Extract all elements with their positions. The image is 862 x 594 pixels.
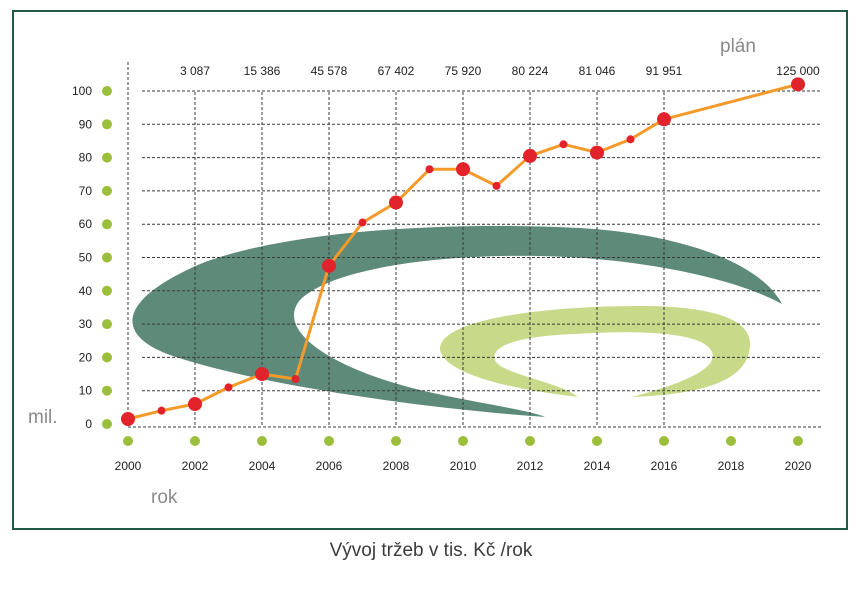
data-point-minor — [492, 181, 501, 190]
x-axis-title: rok — [151, 487, 178, 508]
data-point-minor — [559, 140, 568, 149]
y-tick-marker — [102, 185, 112, 196]
y-tick-label: 30 — [79, 317, 93, 331]
top-value-label: 125 000 — [776, 64, 820, 78]
y-tick-marker — [102, 86, 112, 96]
x-tick-label: 2004 — [249, 459, 276, 473]
x-tick-marker — [525, 436, 535, 446]
y-tick-marker — [102, 152, 112, 163]
y-tick-marker — [102, 119, 112, 130]
x-tick-label: 2014 — [584, 459, 611, 473]
chart-frame — [12, 10, 848, 530]
x-tick-label: 2020 — [785, 459, 812, 473]
y-tick-marker — [102, 352, 112, 363]
x-tick-marker — [659, 436, 669, 446]
data-point-major — [121, 412, 135, 427]
y-tick-marker — [102, 219, 112, 230]
y-tick-marker — [102, 285, 112, 296]
x-tick-label: 2002 — [182, 459, 209, 473]
x-tick-marker — [324, 436, 334, 446]
y-tick-label: 100 — [72, 84, 92, 98]
y-tick-label: 0 — [85, 417, 92, 431]
top-value-label: 15 386 — [244, 64, 281, 78]
x-tick-marker — [458, 436, 468, 446]
x-tick-marker — [592, 436, 602, 446]
data-point-minor — [291, 375, 300, 384]
y-tick-marker — [102, 385, 112, 396]
x-tick-marker — [793, 436, 803, 446]
data-point-minor — [157, 406, 166, 415]
data-point-major — [523, 148, 537, 163]
y-tick-marker — [102, 419, 112, 429]
chart-caption: Vývoj tržeb v tis. Kč /rok — [329, 540, 533, 561]
top-value-label: 91 951 — [646, 64, 683, 78]
y-tick-label: 20 — [79, 350, 93, 364]
logo-swoosh-light — [439, 306, 751, 397]
data-point-minor — [358, 218, 367, 227]
data-point-major — [188, 397, 202, 412]
top-value-label: 3 087 — [180, 64, 210, 78]
x-tick-label: 2006 — [316, 459, 343, 473]
data-point-major — [791, 77, 805, 92]
data-point-minor — [626, 135, 635, 144]
top-value-label: 67 402 — [378, 64, 415, 78]
y-tick-label: 10 — [79, 384, 93, 398]
x-tick-label: 2008 — [383, 459, 410, 473]
y-tick-label: 60 — [79, 217, 93, 231]
data-point-major — [322, 258, 336, 273]
y-tick-label: 40 — [79, 284, 93, 298]
y-tick-label: 80 — [79, 151, 93, 165]
y-tick-marker — [102, 252, 112, 263]
x-tick-marker — [257, 436, 267, 446]
data-point-minor — [425, 165, 434, 174]
y-tick-label: 50 — [79, 251, 93, 265]
y-axis-title: mil. — [28, 407, 58, 428]
y-tick-marker — [102, 319, 112, 330]
x-tick-marker — [123, 436, 133, 446]
x-tick-marker — [190, 436, 200, 446]
top-value-label: 80 224 — [512, 64, 549, 78]
x-tick-label: 2012 — [517, 459, 544, 473]
x-tick-marker — [391, 436, 401, 446]
x-tick-marker — [726, 436, 736, 446]
y-tick-label: 90 — [79, 117, 93, 131]
data-point-major — [255, 367, 269, 382]
data-point-major — [389, 195, 403, 210]
data-point-minor — [224, 383, 233, 392]
data-point-major — [590, 145, 604, 160]
logo-swoosh-dark — [132, 225, 783, 417]
top-value-label: 75 920 — [445, 64, 482, 78]
x-tick-label: 2010 — [450, 459, 477, 473]
top-value-label: 81 046 — [579, 64, 616, 78]
y-tick-label: 70 — [79, 184, 93, 198]
plan-label: plán — [720, 36, 756, 57]
x-tick-label: 2018 — [718, 459, 745, 473]
data-point-major — [657, 112, 671, 127]
x-tick-label: 2016 — [651, 459, 678, 473]
data-point-major — [456, 162, 470, 177]
top-value-label: 45 578 — [311, 64, 348, 78]
x-tick-label: 2000 — [115, 459, 142, 473]
